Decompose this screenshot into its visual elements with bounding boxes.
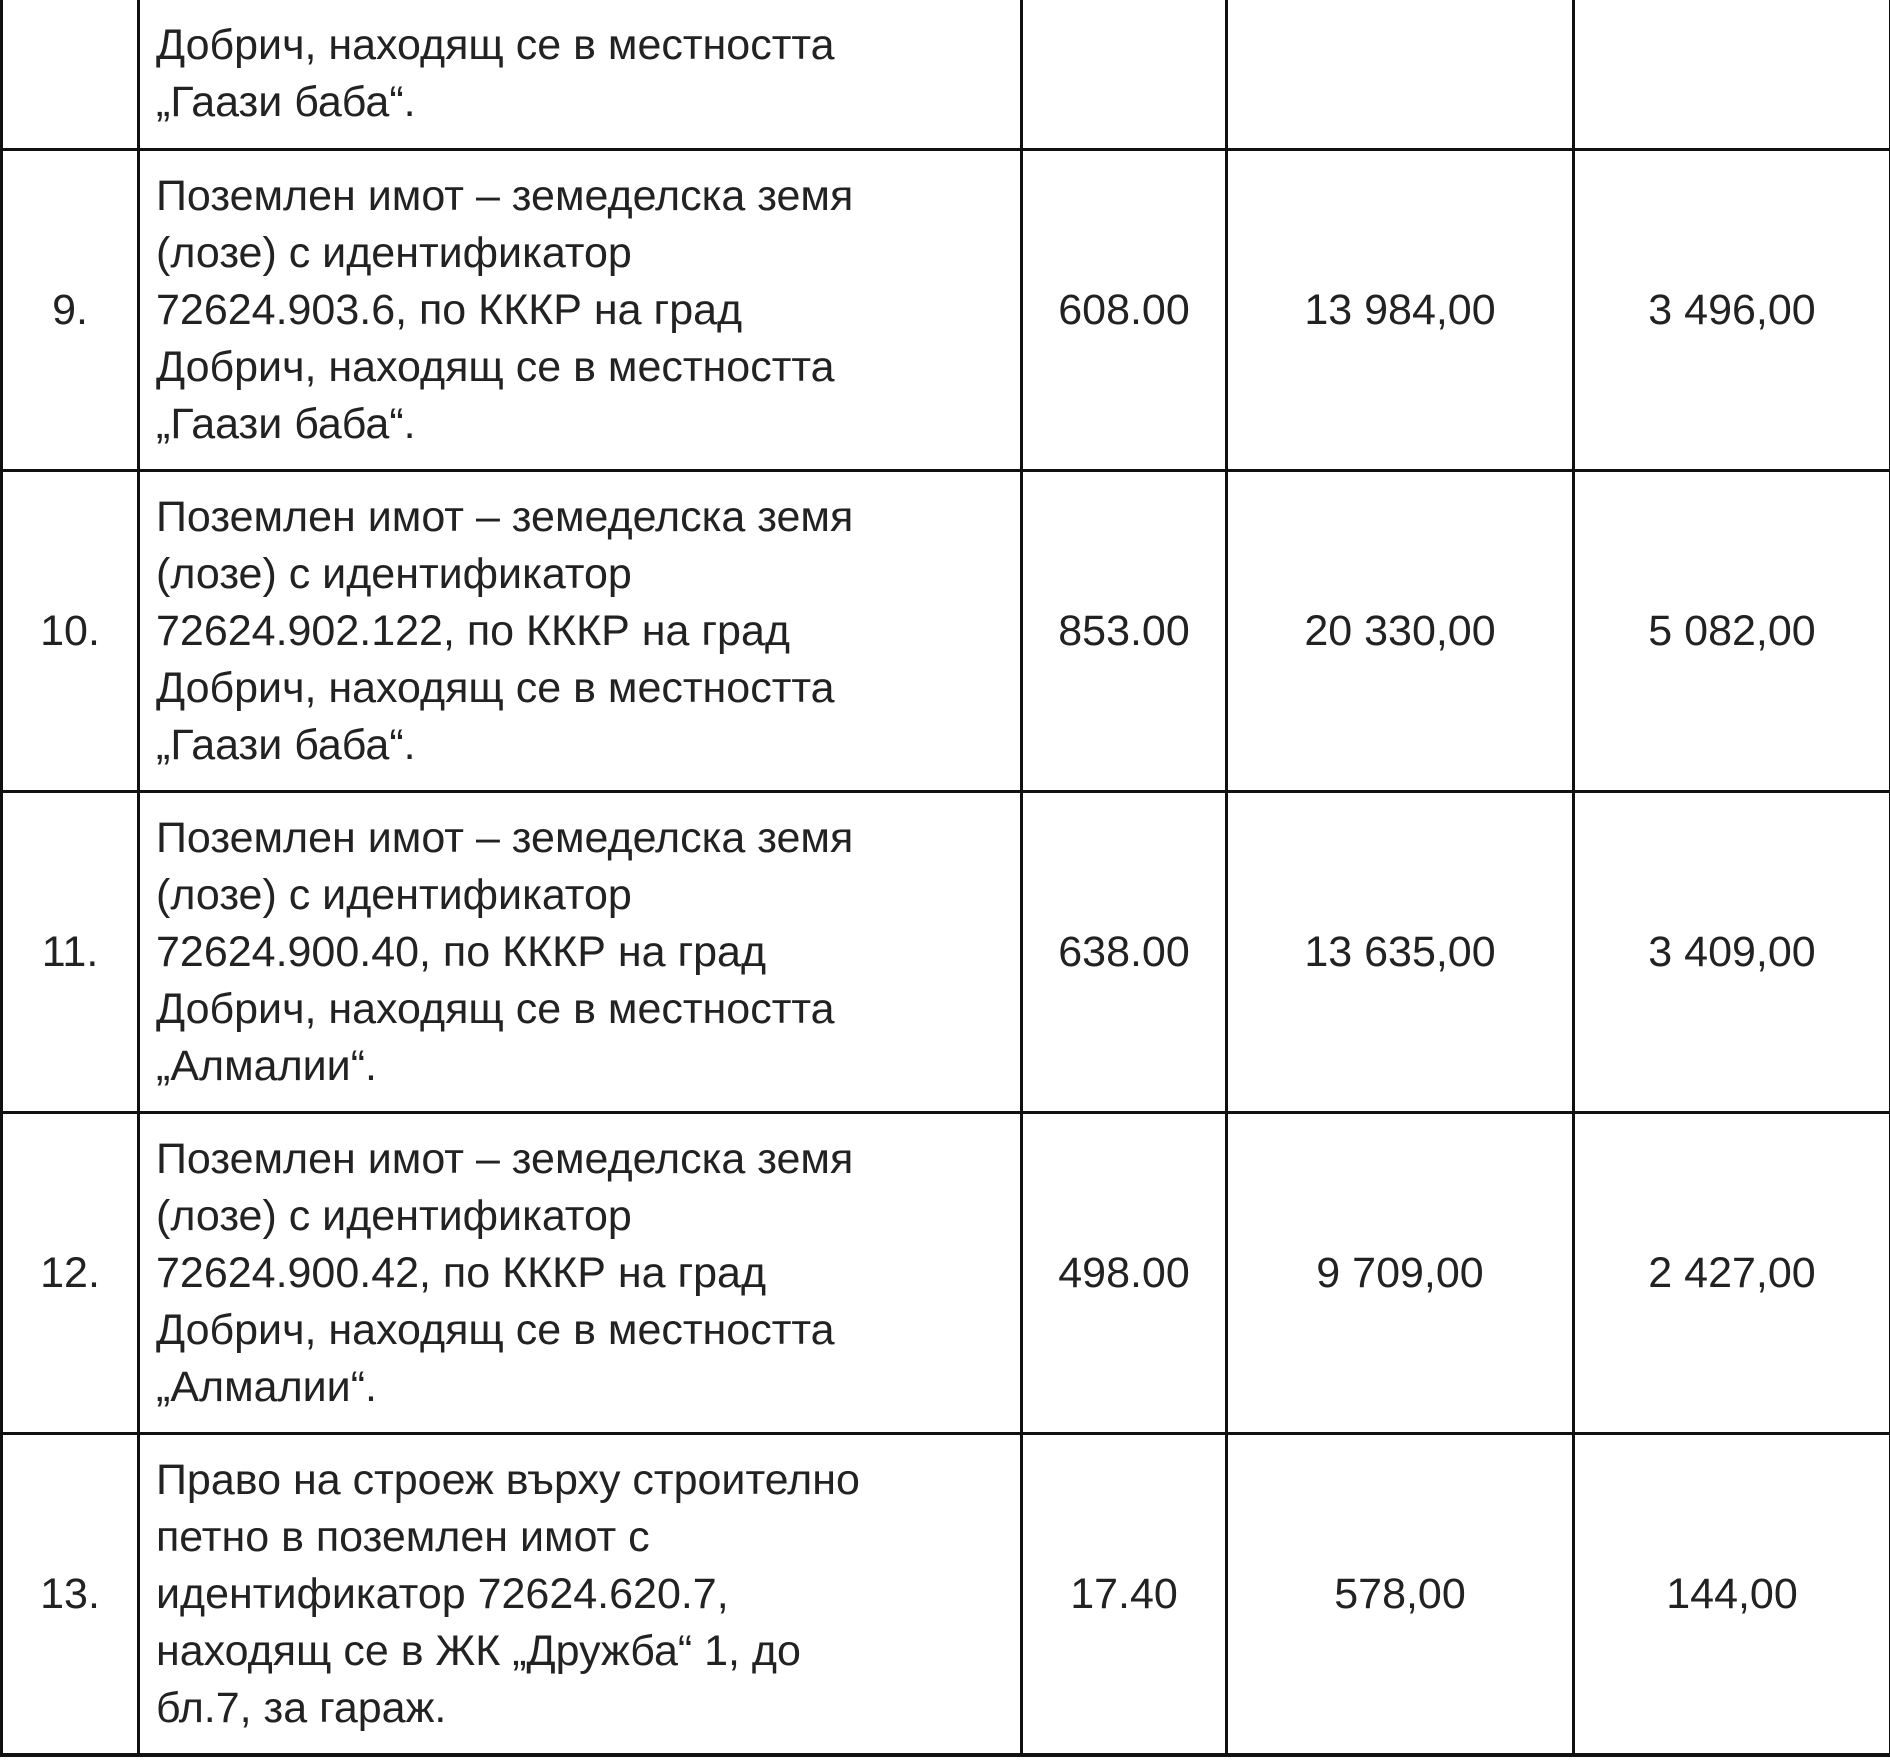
description-line: Поземлен имот – земеделска земя bbox=[156, 171, 854, 220]
row-number: 9. bbox=[0, 148, 140, 472]
description-line: Добрич, находящ се в местността bbox=[156, 342, 835, 391]
value1-cell: 20 330,00 bbox=[1225, 469, 1575, 793]
value1-cell: 578,00 bbox=[1225, 1432, 1575, 1757]
row-number: 10. bbox=[0, 469, 140, 793]
area-cell: 853.00 bbox=[1020, 469, 1228, 793]
description-line: „Гаази баба“. bbox=[156, 78, 416, 126]
description-line: Право на строеж върху строително bbox=[156, 1455, 860, 1504]
property-description: Поземлен имот – земеделска земя (лозе) с … bbox=[137, 1111, 1023, 1435]
description-line: Добрич, находящ се в местността bbox=[156, 21, 835, 69]
description-line: идентификатор 72624.620.7, bbox=[156, 1569, 729, 1618]
row-number: 11. bbox=[0, 790, 140, 1114]
row-number bbox=[0, 0, 140, 151]
property-description: Добрич, находящ се в местността „Гаази ба… bbox=[137, 0, 1023, 151]
property-description: Поземлен имот – земеделска земя (лозе) с … bbox=[137, 469, 1023, 793]
description-line: 72624.900.40, по КККР на град bbox=[156, 927, 767, 976]
value2-cell: 3 409,00 bbox=[1572, 790, 1890, 1114]
value2-cell: 144,00 bbox=[1572, 1432, 1890, 1757]
table-row: Добрич, находящ се в местността „Гаази ба… bbox=[0, 0, 1890, 151]
table-row: 9. Поземлен имот – земеделска земя (лозе) … bbox=[0, 148, 1890, 472]
area-cell: 17.40 bbox=[1020, 1432, 1228, 1757]
value1-cell bbox=[1225, 0, 1575, 151]
description-line: бл.7, за гараж. bbox=[156, 1683, 447, 1732]
description-line: (лозе) с идентификатор bbox=[156, 549, 632, 598]
description-line: „Гаази баба“. bbox=[156, 399, 416, 448]
description-line: (лозе) с идентификатор bbox=[156, 1191, 632, 1240]
value2-cell: 3 496,00 bbox=[1572, 148, 1890, 472]
table-row: 11. Поземлен имот – земеделска земя (лозе)… bbox=[0, 790, 1890, 1114]
description-line: 72624.900.42, по КККР на град bbox=[156, 1248, 767, 1297]
description-line: 72624.902.122, по КККР на град bbox=[156, 606, 790, 655]
description-line: (лозе) с идентификатор bbox=[156, 870, 632, 919]
area-cell bbox=[1020, 0, 1228, 151]
description-line: Поземлен имот – земеделска земя bbox=[156, 492, 854, 541]
property-description: Поземлен имот – земеделска земя (лозе) с … bbox=[137, 790, 1023, 1114]
property-description: Поземлен имот – земеделска земя (лозе) с … bbox=[137, 148, 1023, 472]
description-line: Добрич, находящ се в местността bbox=[156, 663, 835, 712]
description-line: Поземлен имот – земеделска земя bbox=[156, 813, 854, 862]
value2-cell: 2 427,00 bbox=[1572, 1111, 1890, 1435]
row-number: 13. bbox=[0, 1432, 140, 1757]
area-cell: 498.00 bbox=[1020, 1111, 1228, 1435]
description-line: Добрич, находящ се в местността bbox=[156, 1305, 835, 1354]
description-line: (лозе) с идентификатор bbox=[156, 228, 632, 277]
value2-cell: 5 082,00 bbox=[1572, 469, 1890, 793]
value1-cell: 9 709,00 bbox=[1225, 1111, 1575, 1435]
value2-cell bbox=[1572, 0, 1890, 151]
description-line: находящ се в ЖК „Дружба“ 1, до bbox=[156, 1626, 801, 1675]
table-row: 13. Право на строеж върху строително петно… bbox=[0, 1432, 1890, 1757]
value1-cell: 13 984,00 bbox=[1225, 148, 1575, 472]
description-line: „Алмалии“. bbox=[156, 1041, 377, 1090]
description-line: Добрич, находящ се в местността bbox=[156, 984, 835, 1033]
description-line: петно в поземлен имот с bbox=[156, 1512, 650, 1561]
description-line: 72624.903.6, по КККР на град bbox=[156, 285, 743, 334]
description-line: Поземлен имот – земеделска земя bbox=[156, 1134, 854, 1183]
area-cell: 638.00 bbox=[1020, 790, 1228, 1114]
table-row: 10. Поземлен имот – земеделска земя (лозе)… bbox=[0, 469, 1890, 793]
property-description: Право на строеж върху строително петно в … bbox=[137, 1432, 1023, 1757]
area-cell: 608.00 bbox=[1020, 148, 1228, 472]
table-row: 12. Поземлен имот – земеделска земя (лозе)… bbox=[0, 1111, 1890, 1435]
row-number: 12. bbox=[0, 1111, 140, 1435]
value1-cell: 13 635,00 bbox=[1225, 790, 1575, 1114]
description-line: „Алмалии“. bbox=[156, 1362, 377, 1411]
description-line: „Гаази баба“. bbox=[156, 720, 416, 769]
